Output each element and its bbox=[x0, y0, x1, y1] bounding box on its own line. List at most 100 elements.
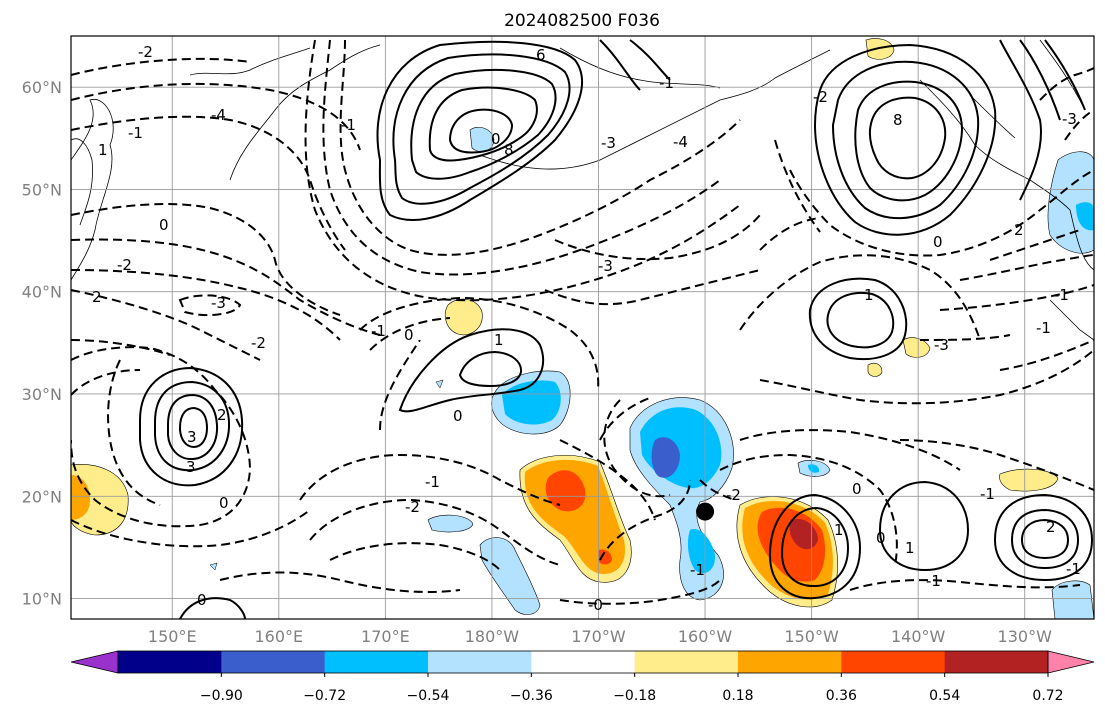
longitude-label: 160°E bbox=[254, 627, 303, 646]
positive-contours bbox=[139, 39, 1094, 619]
positive-anomaly-region bbox=[445, 298, 483, 336]
positive-anomaly-region bbox=[71, 464, 129, 536]
colorbar-extend-max bbox=[1047, 650, 1095, 674]
longitude-label: 160°W bbox=[678, 627, 733, 646]
negative-anomaly-region bbox=[435, 379, 444, 389]
contour-label: 0 bbox=[933, 233, 943, 251]
contour-label: -3 bbox=[601, 134, 616, 152]
contour-label: -1 bbox=[690, 561, 705, 579]
negative-contours bbox=[71, 39, 1094, 605]
contour-label: -0 bbox=[588, 596, 603, 614]
contour-label: -1 bbox=[371, 322, 386, 340]
contour-label: 8 bbox=[893, 111, 903, 129]
contour-label: 1 bbox=[905, 539, 915, 557]
contour-label: 0 bbox=[197, 591, 207, 609]
longitude-label: 130°W bbox=[998, 627, 1053, 646]
positive-anomaly-region bbox=[789, 518, 818, 550]
colorbar-tick-label: −0.18 bbox=[613, 688, 656, 704]
negative-anomaly-region bbox=[1047, 151, 1094, 254]
map-frame bbox=[70, 35, 1095, 620]
colorbar: −0.90 −0.72 −0.54 −0.36 −0.18 0.18 0.36 0.54 0.7… bbox=[70, 650, 1095, 704]
negative-anomaly-region bbox=[1076, 202, 1094, 231]
location-marker bbox=[696, 502, 715, 521]
latitude-label: 40°N bbox=[22, 283, 62, 302]
negative-anomaly-region bbox=[651, 437, 680, 478]
colorbar-segment bbox=[944, 651, 1049, 673]
contour-label: 0 bbox=[876, 529, 886, 547]
contour-label: -1 bbox=[980, 485, 995, 503]
colorbar-tick-label: 0.18 bbox=[722, 688, 753, 704]
contour-label: 3 bbox=[187, 428, 197, 446]
negative-anomaly-region bbox=[687, 529, 716, 574]
colorbar-tick-label: −0.72 bbox=[303, 688, 346, 704]
contour-label: -2 bbox=[251, 334, 266, 352]
colorbar-segment bbox=[324, 651, 429, 673]
negative-anomaly-region bbox=[1051, 580, 1094, 619]
contour-label: 0 bbox=[491, 130, 501, 148]
contour-label: -1 bbox=[1036, 319, 1051, 337]
negative-anomaly-region bbox=[808, 464, 820, 473]
latitude-label: 10°N bbox=[22, 590, 62, 609]
colorbar-tick-label: −0.36 bbox=[510, 688, 553, 704]
latitude-label: 20°N bbox=[22, 487, 62, 506]
negative-anomaly-region bbox=[209, 562, 218, 571]
colorbar-tick-label: 0.72 bbox=[1032, 688, 1063, 704]
longitude-label: 150°E bbox=[148, 627, 197, 646]
latitude-labels: 60°N 50°N 40°N 30°N 20°N 10°N bbox=[22, 78, 62, 608]
contour-label: -1 bbox=[926, 572, 941, 590]
contour-label: -3 bbox=[934, 336, 949, 354]
latitude-label: 30°N bbox=[22, 385, 62, 404]
colorbar-segment bbox=[221, 651, 326, 673]
contour-labels: 6 8 8 0 1 2 3 -1 -2 -3 -4 0 1 -1 2 3 -3 … bbox=[92, 43, 1081, 614]
contour-label: 1 bbox=[98, 141, 108, 159]
contour-label: -4 bbox=[673, 133, 688, 151]
colorbar-frame bbox=[117, 650, 1049, 674]
colorbar-segment bbox=[428, 651, 532, 673]
contour-label: 8 bbox=[504, 141, 514, 159]
contour-label: 6 bbox=[536, 46, 546, 64]
colorbar-tick-label: −0.54 bbox=[407, 688, 450, 704]
contour-label: 1 bbox=[494, 331, 504, 349]
positive-anomaly-region bbox=[999, 468, 1059, 492]
contour-label: 0 bbox=[159, 216, 169, 234]
longitude-label: 170°W bbox=[571, 627, 626, 646]
colorbar-tick-label: 0.54 bbox=[929, 688, 960, 704]
contour-label: -4 bbox=[211, 106, 226, 124]
map-area: 6 8 8 0 1 2 3 -1 -2 -3 -4 0 1 -1 2 3 -3 … bbox=[71, 36, 1094, 619]
longitude-label: 180°W bbox=[465, 627, 520, 646]
contour-label: -1 bbox=[659, 74, 674, 92]
latitude-label: 50°N bbox=[22, 180, 62, 199]
positive-anomaly-region bbox=[71, 475, 90, 520]
contour-label: -2 bbox=[405, 498, 420, 516]
contour-label: -1 bbox=[1066, 560, 1081, 578]
contour-label: -3 bbox=[1062, 110, 1077, 128]
contour-label: -2 bbox=[726, 486, 741, 504]
longitude-labels: 150°E 160°E 170°E 180°W 170°W 160°W 150°W 140°W… bbox=[148, 627, 1052, 646]
contour-label: -1 bbox=[425, 473, 440, 491]
contour-label: 0 bbox=[453, 407, 463, 425]
colorbar-segment bbox=[738, 651, 842, 673]
positive-anomaly-region bbox=[545, 470, 586, 512]
contour-label: -2 bbox=[138, 43, 153, 61]
positive-anomaly-region bbox=[865, 38, 895, 60]
longitude-label: 150°W bbox=[784, 627, 839, 646]
positive-anomaly-region bbox=[867, 362, 883, 377]
colorbar-tick-label: 0.36 bbox=[826, 688, 857, 704]
contour-label: 0 bbox=[852, 480, 862, 498]
positive-anomaly-region bbox=[598, 549, 612, 565]
contour-label: -3 bbox=[211, 294, 226, 312]
contour-label: 0 bbox=[404, 326, 414, 344]
latitude-label: 60°N bbox=[22, 78, 62, 97]
contour-label: -2 bbox=[117, 256, 132, 274]
contour-label: 2 bbox=[1014, 221, 1024, 239]
colorbar-segment bbox=[841, 651, 946, 673]
contour-label: 0 bbox=[219, 494, 229, 512]
colorbar-extend-min bbox=[70, 650, 119, 674]
contour-label: -3 bbox=[598, 257, 613, 275]
colorbar-tick-label: −0.90 bbox=[200, 688, 243, 704]
contour-label: -1 bbox=[128, 124, 143, 142]
contour-label: -1 bbox=[341, 116, 356, 134]
negative-anomaly-region bbox=[479, 537, 541, 615]
contour-label: 1 bbox=[834, 521, 844, 539]
